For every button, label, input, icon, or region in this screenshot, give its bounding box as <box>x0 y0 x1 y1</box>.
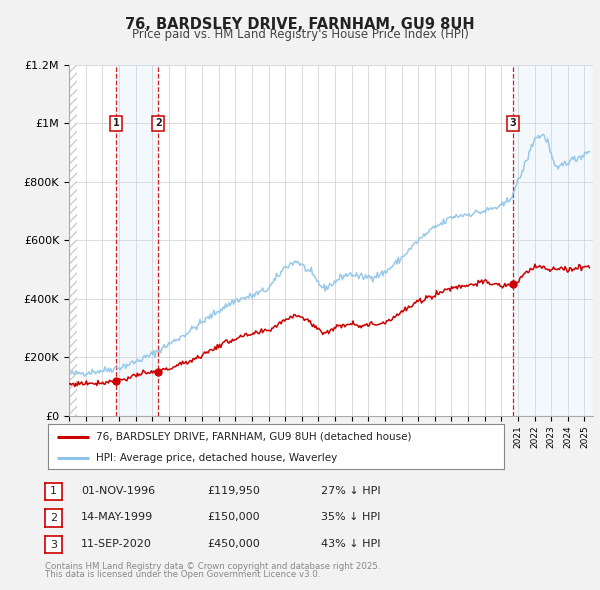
Bar <box>513 65 593 416</box>
Text: £150,000: £150,000 <box>207 513 260 522</box>
Text: 43% ↓ HPI: 43% ↓ HPI <box>321 539 380 549</box>
Text: 35% ↓ HPI: 35% ↓ HPI <box>321 513 380 522</box>
Text: 2: 2 <box>155 119 161 129</box>
Text: 1: 1 <box>113 119 119 129</box>
Text: HPI: Average price, detached house, Waverley: HPI: Average price, detached house, Wave… <box>96 453 337 463</box>
Text: 2: 2 <box>50 513 57 523</box>
Text: 27% ↓ HPI: 27% ↓ HPI <box>321 486 380 496</box>
Text: 14-MAY-1999: 14-MAY-1999 <box>81 513 153 522</box>
Text: 1: 1 <box>50 487 57 496</box>
Text: Contains HM Land Registry data © Crown copyright and database right 2025.: Contains HM Land Registry data © Crown c… <box>45 562 380 571</box>
Text: This data is licensed under the Open Government Licence v3.0.: This data is licensed under the Open Gov… <box>45 571 320 579</box>
Text: Price paid vs. HM Land Registry's House Price Index (HPI): Price paid vs. HM Land Registry's House … <box>131 28 469 41</box>
Text: £119,950: £119,950 <box>207 486 260 496</box>
Text: 76, BARDSLEY DRIVE, FARNHAM, GU9 8UH: 76, BARDSLEY DRIVE, FARNHAM, GU9 8UH <box>125 17 475 31</box>
Text: 3: 3 <box>509 119 517 129</box>
Bar <box>69 65 77 416</box>
Text: £450,000: £450,000 <box>207 539 260 549</box>
Bar <box>69 65 77 416</box>
Text: 3: 3 <box>50 540 57 549</box>
Text: 11-SEP-2020: 11-SEP-2020 <box>81 539 152 549</box>
Text: 01-NOV-1996: 01-NOV-1996 <box>81 486 155 496</box>
Bar <box>116 65 158 416</box>
Text: 76, BARDSLEY DRIVE, FARNHAM, GU9 8UH (detached house): 76, BARDSLEY DRIVE, FARNHAM, GU9 8UH (de… <box>96 432 412 442</box>
